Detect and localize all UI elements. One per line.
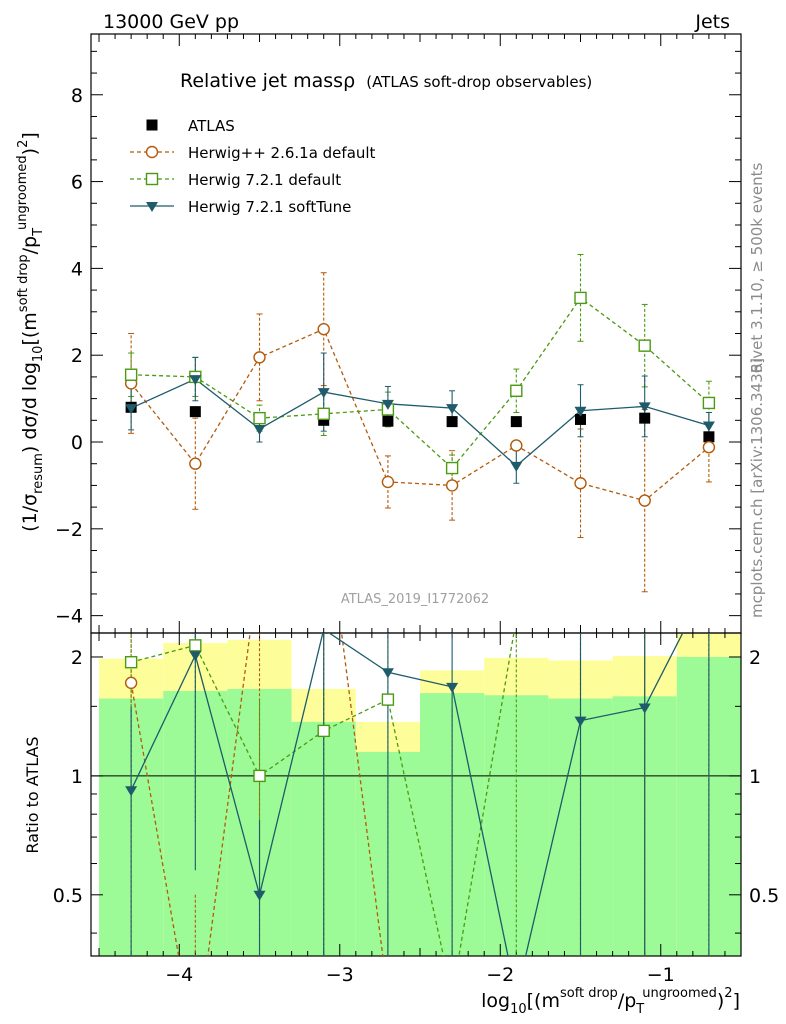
y-tick-label: −2 [55, 519, 83, 541]
data-point-triangle [189, 375, 202, 386]
legend-marker-circle [145, 145, 159, 159]
rivet-version-label: Rivet 3.1.10, ≥ 500k events [748, 163, 766, 374]
ratio-y-tick-label: 1 [71, 766, 83, 788]
ratio-line-square [130, 633, 515, 956]
ratio-frame [90, 632, 742, 957]
x-axis-label: log10[(msoft drop/pTungroomed)2] [481, 986, 740, 1017]
y-tick-label: 0 [71, 432, 83, 454]
series-line-triangle [130, 378, 710, 467]
data-point-circle [253, 351, 266, 364]
collision-label: 13000 GeV pp [103, 11, 239, 33]
data-point-circle [317, 322, 330, 336]
data-point-triangle [510, 461, 523, 472]
ratio-point-triangle [446, 682, 459, 693]
data-point-circle [381, 475, 395, 489]
ratio-point-circle [124, 676, 138, 690]
legend-marker-data [146, 119, 158, 131]
ratio-point-triangle [189, 651, 202, 662]
data-point-atlas [510, 416, 522, 428]
legend-marker-square [145, 172, 159, 186]
legend-label: Herwig 7.2.1 default [188, 171, 341, 189]
data-point-square [124, 368, 138, 381]
analysis-watermark: ATLAS_2019_I1772062 [341, 592, 489, 607]
data-point-atlas [446, 416, 458, 428]
data-point-atlas [189, 406, 201, 418]
ratio-y-tick-label-right: 2 [749, 647, 761, 669]
data-point-square [445, 461, 459, 475]
data-point-triangle [125, 404, 138, 415]
data-point-square [702, 396, 716, 410]
plot-title: Relative jet massρ (ATLAS soft-drop obse… [180, 70, 592, 92]
series-line-square [131, 296, 710, 469]
data-point-atlas [382, 415, 394, 427]
data-point-square [638, 339, 651, 352]
y-tick-label: −4 [55, 606, 83, 628]
data-point-triangle [638, 402, 651, 413]
data-point-atlas [703, 431, 715, 443]
data-point-circle [574, 477, 587, 490]
data-point-triangle [446, 404, 459, 415]
data-point-square [253, 411, 266, 425]
data-point-triangle [702, 421, 715, 432]
data-point-triangle [317, 388, 330, 399]
legend: ATLAS Herwig++ 2.6.1a default Herwig 7.2.1… [130, 117, 376, 216]
ratio-point-square [381, 693, 395, 706]
data-point-triangle [574, 406, 587, 417]
data-point-circle [510, 439, 523, 452]
data-point-circle [638, 494, 651, 507]
ratio-point-square [317, 724, 330, 738]
legend-label: Herwig++ 2.6.1a default [188, 144, 376, 162]
ratio-point-square [253, 769, 266, 783]
data-point-circle [702, 441, 716, 454]
category-label: Jets [694, 11, 730, 33]
x-tick-label: −4 [165, 964, 193, 986]
ratio-y-tick-label: 0.5 [53, 885, 83, 907]
data-point-square [317, 407, 330, 421]
legend-label: ATLAS [188, 117, 235, 135]
ratio-y-tick-label-right: 1 [749, 766, 761, 788]
axes: −4 −2 0 2 4 6 8 0.5 0.5 1 1 2 2 −4 −3 −2 −1 [53, 33, 779, 986]
ratio-point-triangle [638, 703, 651, 714]
series-line-circle [130, 328, 710, 502]
ratio-point-triangle [253, 890, 266, 901]
data-point-triangle [253, 424, 266, 435]
y-tick-label: 2 [71, 345, 83, 367]
ratio-axis-label: Ratio to ATLAS [23, 736, 42, 853]
y-tick-label: 8 [71, 85, 83, 107]
x-tick-label: −3 [326, 964, 354, 986]
ratio-y-tick-label: 2 [71, 647, 83, 669]
ratio-point-square [124, 656, 138, 669]
x-tick-label: −2 [486, 964, 514, 986]
ratio-point-square [189, 639, 202, 652]
ratio-point-triangle [574, 716, 587, 727]
y-tick-label: 4 [71, 258, 83, 280]
ratio-line-triangle [130, 633, 684, 956]
data-point-atlas [318, 414, 330, 426]
ratio-panel [124, 633, 710, 956]
y-axis-label: (1/σresum) dσ/d log10[(msoft drop/pTungr… [15, 132, 46, 532]
plot-subtitle: (ATLAS soft-drop observables) [366, 73, 592, 91]
ratio-point-triangle [322, 633, 326, 636]
plot-title-main: Relative jet massρ [180, 70, 355, 92]
data-point-circle [445, 479, 459, 492]
data-point-square [510, 384, 523, 397]
data-point-atlas [639, 412, 651, 424]
mcplots-label: mcplots.cern.ch [arXiv:1306.3436] [748, 358, 766, 618]
x-tick-label: −1 [647, 964, 675, 986]
ratio-point-triangle [381, 668, 394, 679]
data-point-triangle [381, 399, 394, 410]
y-tick-label: 6 [71, 172, 83, 194]
data-point-circle [189, 457, 202, 470]
data-point-square [574, 291, 587, 305]
ratio-y-tick-label-right: 0.5 [749, 885, 779, 907]
legend-label: Herwig 7.2.1 softTune [188, 198, 351, 216]
legend-marker-triangle [146, 202, 158, 212]
ratio-point-triangle [125, 786, 138, 797]
main-panel [124, 254, 716, 593]
data-point-atlas [575, 413, 587, 425]
